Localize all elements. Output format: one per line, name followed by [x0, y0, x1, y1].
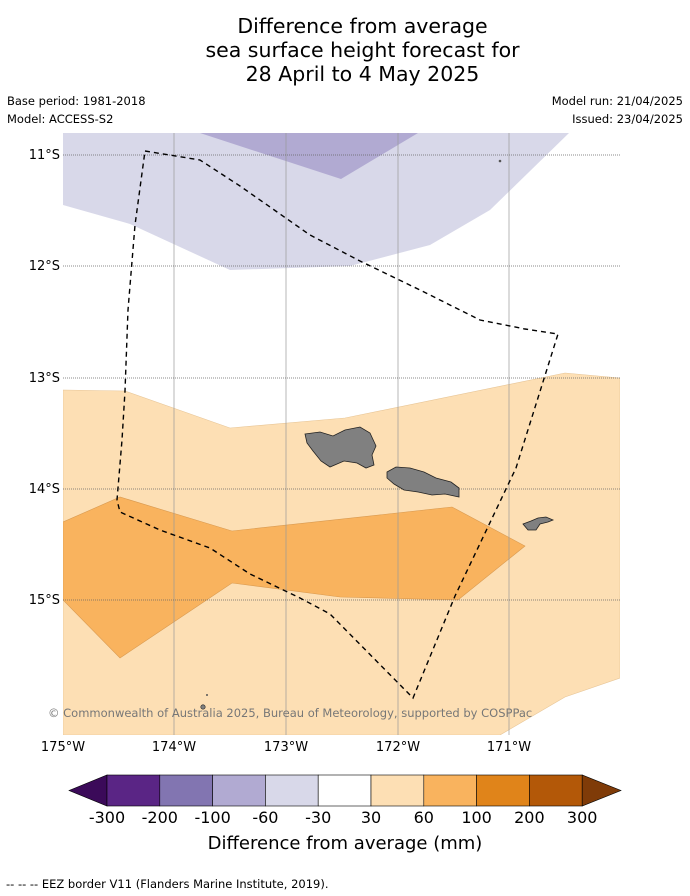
colorbar-swatch — [106, 774, 161, 807]
lon-label-173w: 173°W — [263, 740, 309, 755]
colorbar-swatch — [529, 774, 583, 807]
colorbar-swatch — [423, 774, 477, 807]
colorbar — [68, 774, 622, 807]
lat-label-15s: 15°S — [28, 593, 60, 608]
copyright-notice: © Commonwealth of Australia 2025, Bureau… — [48, 706, 533, 720]
lat-label-14s: 14°S — [28, 482, 60, 497]
upolu-island — [386, 466, 460, 498]
colorbar-tick: 300 — [566, 808, 598, 827]
colorbar-tick: -60 — [252, 808, 279, 827]
eez-border — [116, 150, 559, 700]
colorbar-swatch — [212, 774, 266, 807]
map-title: Difference from average sea surface heig… — [0, 14, 690, 86]
small-island-south-2 — [206, 694, 208, 696]
lon-label-175w: 175°W — [40, 740, 86, 755]
title-line-3: 28 April to 4 May 2025 — [245, 62, 480, 86]
colorbar-tick: -100 — [194, 808, 231, 827]
small-island-north — [498, 159, 502, 163]
graticule — [173, 133, 510, 735]
lon-label-172w: 172°W — [375, 740, 421, 755]
lat-label-11s: 11°S — [28, 148, 60, 163]
colorbar-swatch — [265, 774, 319, 807]
colorbar-label: Difference from average (mm) — [207, 833, 483, 854]
model-run: Model run: 21/04/2025 — [551, 94, 683, 108]
colorbar-swatch — [159, 774, 213, 807]
lon-label-171w: 171°W — [486, 740, 532, 755]
lat-label-12s: 12°S — [28, 259, 60, 274]
colorbar-extend-high — [581, 774, 622, 807]
savaii-island — [304, 426, 377, 469]
colorbar-swatch — [370, 774, 425, 807]
colorbar-swatch — [317, 774, 372, 807]
colorbar-swatch — [476, 774, 530, 807]
latitude-lines — [63, 154, 620, 601]
colorbar-tick: -30 — [305, 808, 332, 827]
colorbar-tick: 30 — [360, 808, 382, 827]
small-island-south — [200, 704, 206, 710]
colorbar-tick: 100 — [461, 808, 492, 827]
colorbar-tick: 60 — [413, 808, 434, 827]
lon-label-174w: 174°W — [151, 740, 197, 755]
eez-legend-footnote: -- -- -- EEZ border V11 (Flanders Marine… — [6, 877, 329, 891]
lat-label-13s: 13°S — [28, 371, 60, 386]
base-period: Base period: 1981-2018 — [7, 94, 146, 108]
colorbar-tick: -200 — [141, 808, 178, 827]
model-name: Model: ACCESS-S2 — [7, 112, 114, 126]
issued-date: Issued: 23/04/2025 — [572, 112, 683, 126]
colorbar-tick: -300 — [88, 808, 126, 827]
title-line-1: Difference from average — [237, 14, 488, 38]
neg-anomaly-medium-region — [200, 133, 418, 179]
tutuila-island — [522, 516, 555, 531]
title-line-2: sea surface height forecast for — [205, 38, 520, 62]
neg-anomaly-light-region — [63, 133, 569, 270]
colorbar-extend-low — [68, 774, 108, 807]
colorbar-tick: 200 — [514, 808, 545, 827]
